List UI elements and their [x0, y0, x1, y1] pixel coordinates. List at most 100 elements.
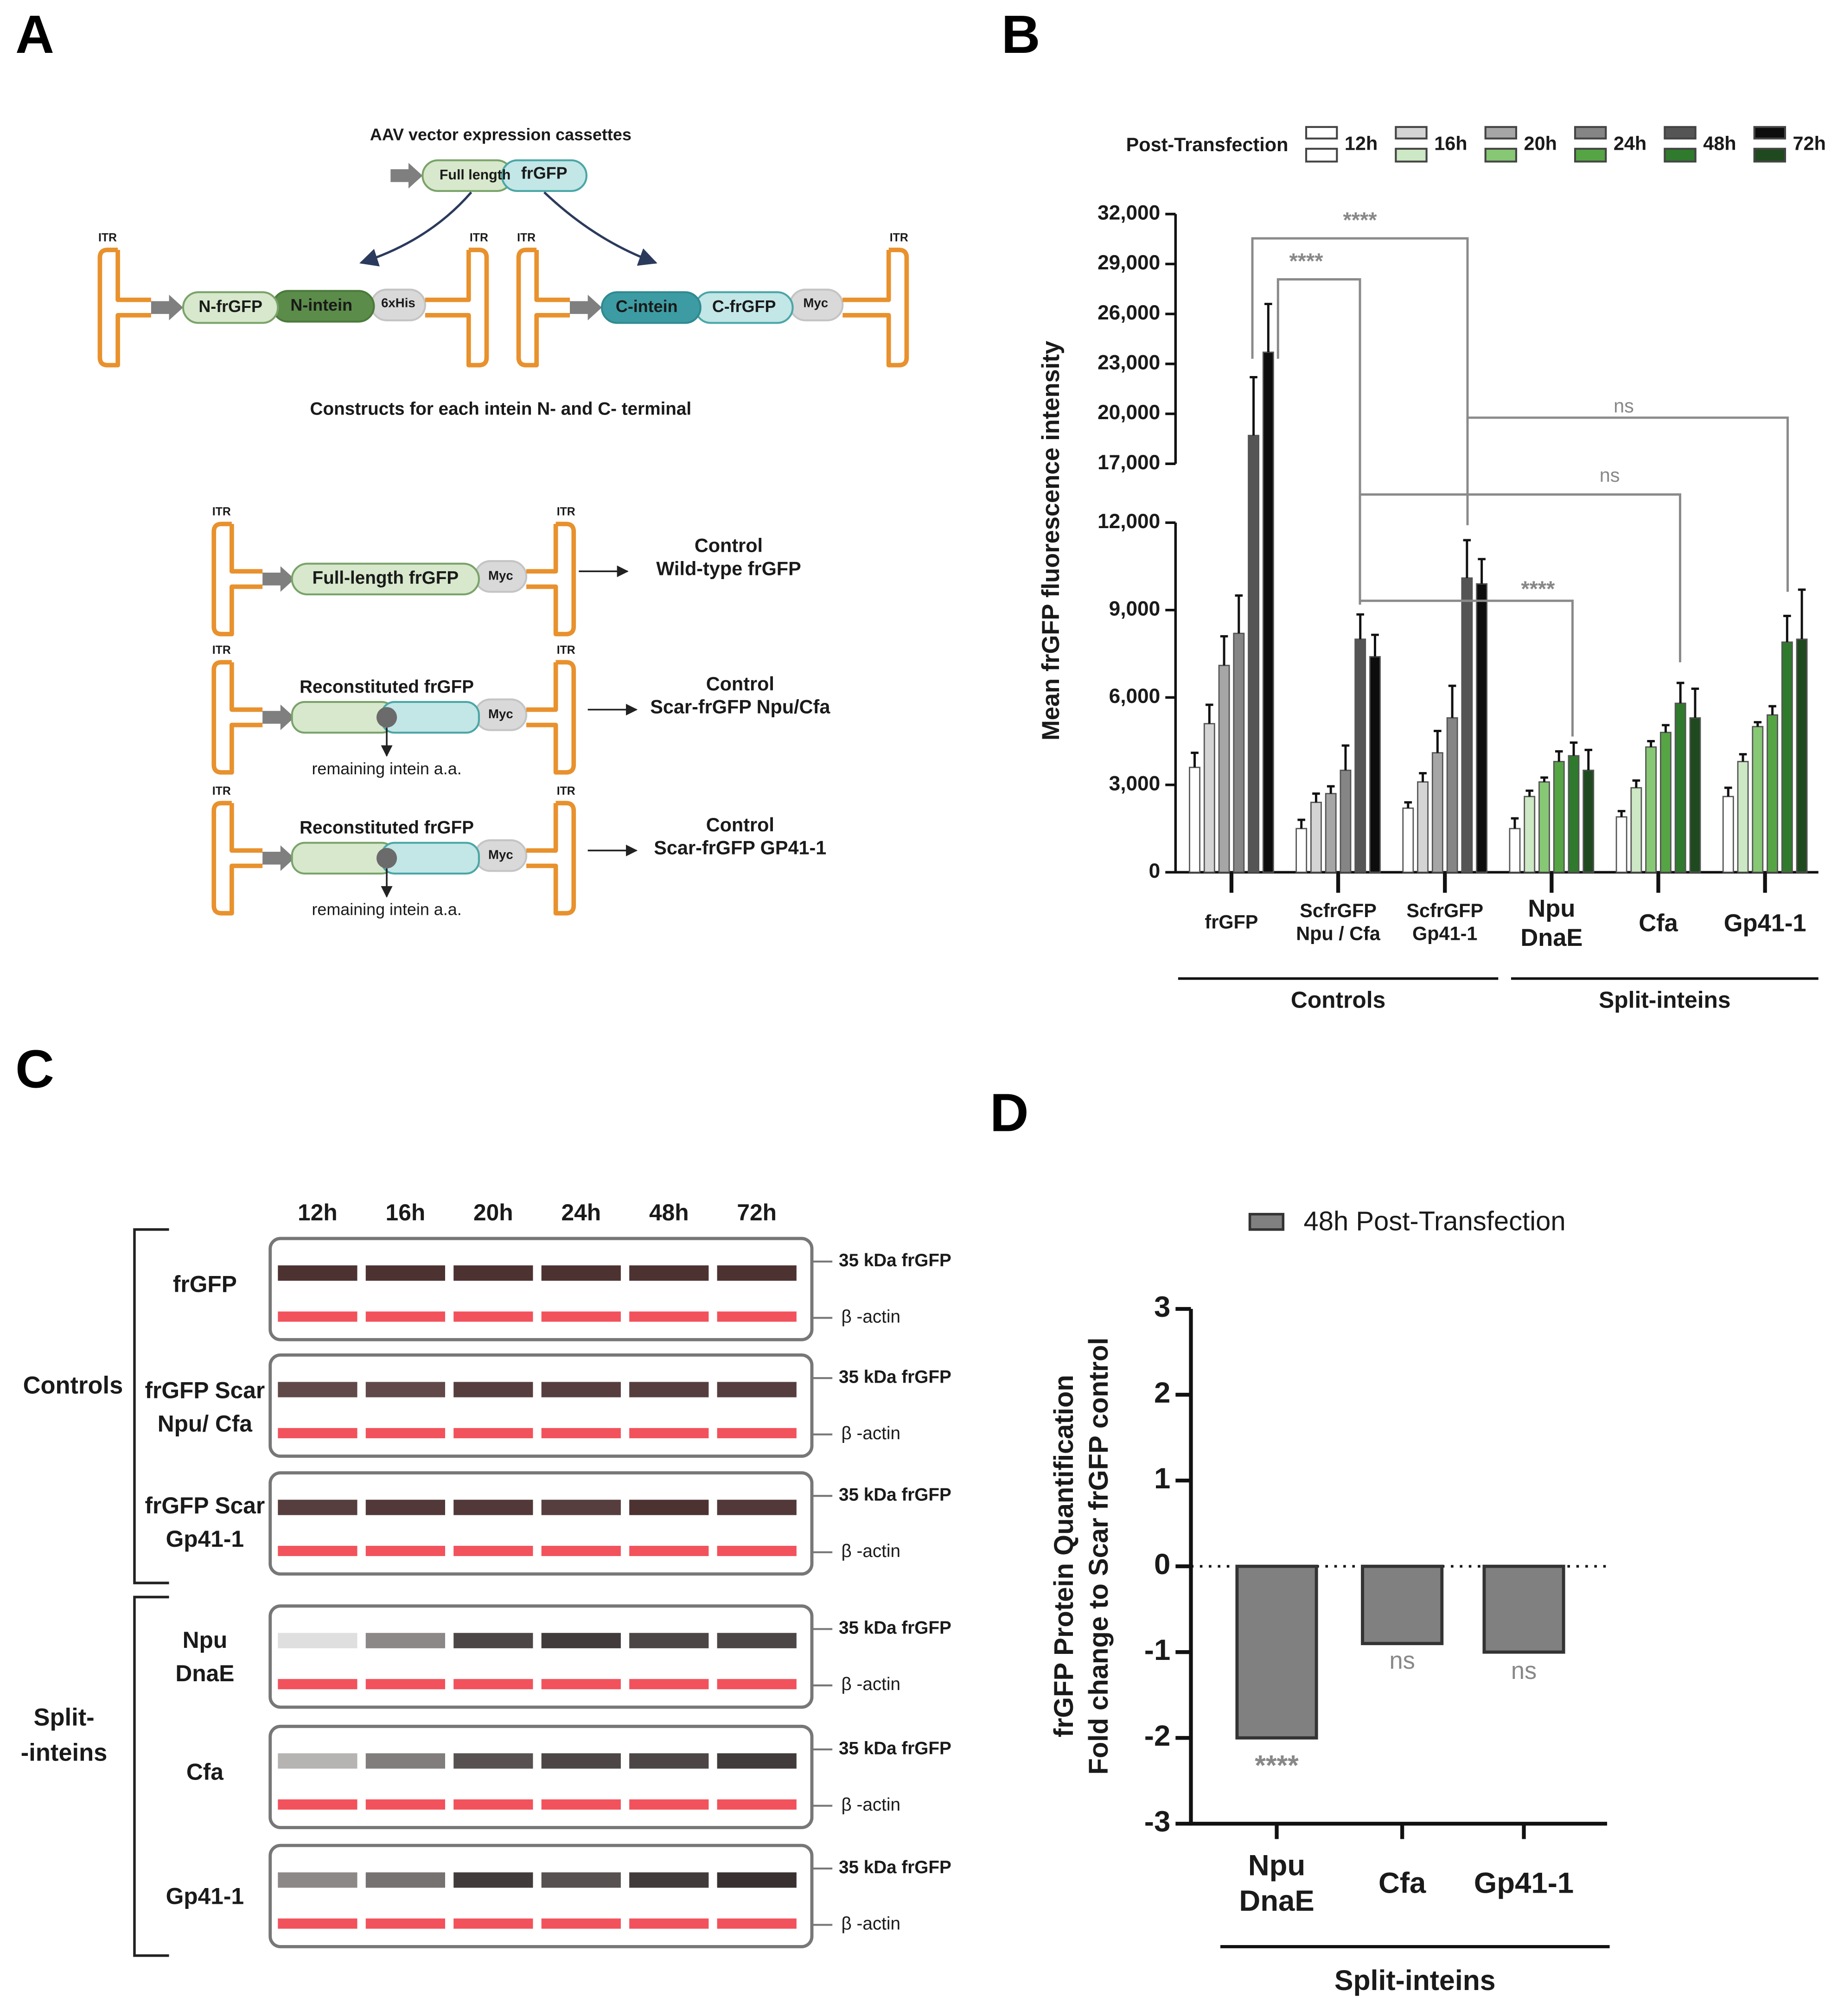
- actin-band: [717, 1311, 797, 1322]
- x-tick-label: Npu DnaE: [1520, 895, 1582, 951]
- error-bar: [1798, 588, 1806, 639]
- actin-band: [717, 1918, 797, 1929]
- label: Control Scar-frGFP GP41-1: [654, 814, 826, 859]
- y-tick-label: 23,000: [1097, 351, 1160, 374]
- actin-band: [278, 1799, 357, 1810]
- error-bar: [1235, 594, 1243, 634]
- error-bar: [1647, 740, 1655, 747]
- bar: [1524, 796, 1536, 873]
- error-bar: [1691, 687, 1699, 718]
- band: [278, 1265, 357, 1281]
- label: Controls: [23, 1372, 123, 1399]
- label: β -actin: [842, 1541, 901, 1561]
- label: Split--inteins: [21, 1704, 108, 1766]
- label: N-intein: [290, 296, 352, 314]
- label: β -actin: [842, 1914, 901, 1934]
- significance: ns: [1511, 1658, 1537, 1684]
- error-bar: [1555, 750, 1563, 762]
- scar: [376, 707, 397, 728]
- itr: [211, 522, 263, 637]
- actin-band: [629, 1428, 709, 1438]
- bar: [1262, 351, 1274, 873]
- band: [629, 1382, 709, 1397]
- itr: [97, 248, 151, 368]
- bar: [1737, 761, 1749, 873]
- bar: [1203, 723, 1215, 873]
- cassette-part: [501, 159, 587, 192]
- band: [541, 1382, 621, 1397]
- blot-box: [268, 1604, 814, 1709]
- error-bar: [1250, 376, 1257, 436]
- actin-band: [717, 1799, 797, 1810]
- bar: [1476, 583, 1488, 873]
- band: [541, 1265, 621, 1281]
- band: [453, 1382, 533, 1397]
- bar: [1461, 577, 1473, 873]
- label: ITR: [470, 232, 488, 244]
- actin-band: [717, 1428, 797, 1438]
- itr: [526, 801, 576, 916]
- significance-bracket: [1466, 416, 1789, 592]
- bar: [1553, 761, 1565, 873]
- itr: [211, 660, 263, 775]
- axis-break: [1168, 465, 1183, 522]
- actin-band: [541, 1311, 621, 1322]
- legend-swatch: [1574, 126, 1607, 140]
- significance-bracket: [1251, 237, 1469, 525]
- band: [717, 1265, 797, 1281]
- error-bar: [1632, 779, 1640, 788]
- actin-band: [629, 1545, 709, 1557]
- actin-band: [453, 1311, 533, 1322]
- error-bar: [1570, 741, 1578, 756]
- arrow: [359, 191, 472, 267]
- actin-band: [453, 1799, 533, 1810]
- error-bar: [1463, 539, 1471, 578]
- error-bar: [1327, 785, 1335, 794]
- label: C-frGFP: [712, 297, 776, 316]
- label: 12h: [298, 1199, 338, 1225]
- band: [717, 1499, 797, 1515]
- actin-band: [365, 1311, 446, 1322]
- bar: [1509, 828, 1521, 873]
- y-tick-label: -3: [1144, 1805, 1170, 1838]
- itr: [842, 248, 909, 368]
- label: 35 kDa frGFP: [839, 1738, 951, 1758]
- itr: [516, 248, 570, 368]
- band: [717, 1872, 797, 1888]
- label: Control Wild-type frGFP: [656, 535, 801, 580]
- significance: ****: [1343, 208, 1377, 232]
- label: 72h: [737, 1199, 777, 1225]
- label: ITR: [212, 644, 231, 657]
- promoter-arrow: [570, 294, 602, 320]
- label: 12h: [1345, 133, 1378, 154]
- label: 35 kDa frGFP: [839, 1857, 951, 1877]
- label: β -actin: [842, 1423, 901, 1443]
- band: [453, 1633, 533, 1648]
- blot-box: [268, 1471, 814, 1576]
- band: [278, 1382, 357, 1397]
- significance: ****: [1255, 1749, 1299, 1781]
- promoter-arrow: [262, 704, 295, 730]
- actin-band: [278, 1918, 357, 1929]
- panel-label: A: [15, 4, 54, 64]
- bar: [1233, 632, 1245, 873]
- bar: [1402, 807, 1414, 873]
- significance-bracket: [1359, 493, 1681, 663]
- y-tick-label: 26,000: [1097, 301, 1160, 324]
- error-bar: [1662, 724, 1670, 733]
- label: 35 kDa frGFP: [839, 1618, 951, 1638]
- band: [629, 1499, 709, 1515]
- error-bar: [1584, 748, 1593, 771]
- label: Full-length frGFP: [312, 568, 459, 588]
- error-bar: [1371, 633, 1379, 657]
- actin-band: [541, 1679, 621, 1690]
- error-bar: [1478, 558, 1486, 584]
- legend-swatch: [1305, 147, 1338, 163]
- label: Reconstituted frGFP: [300, 818, 474, 838]
- label: Control Scar-frGFP Npu/Cfa: [650, 673, 830, 718]
- significance: ****: [1289, 249, 1324, 273]
- bar: [1325, 793, 1337, 873]
- band: [541, 1753, 621, 1769]
- legend-swatch: [1664, 126, 1697, 140]
- bar: [1446, 717, 1458, 873]
